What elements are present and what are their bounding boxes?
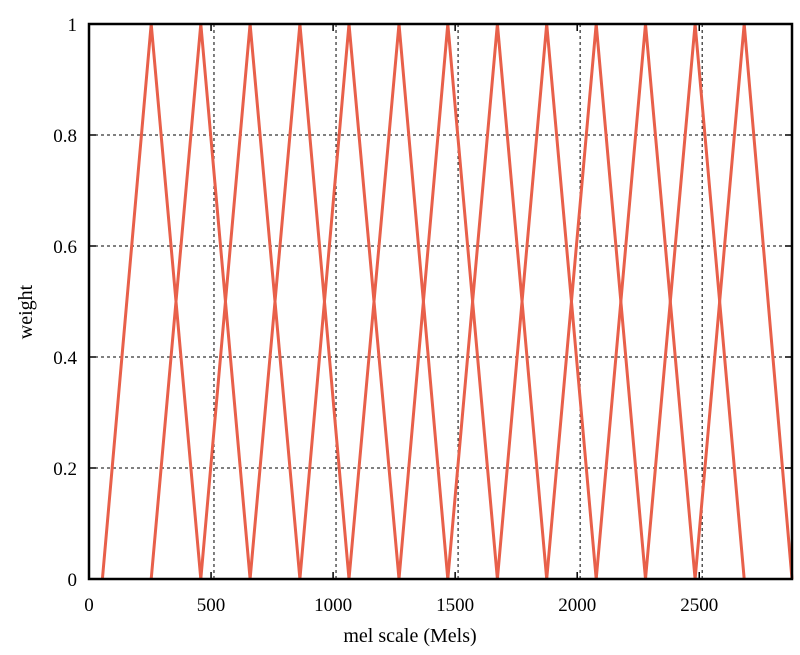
filter-10 (545, 23, 647, 580)
x-tick-label-5: 2500 (680, 595, 718, 616)
filter-12 (644, 23, 746, 580)
y-axis-title: weight (15, 284, 37, 339)
x-tick-label-4: 2000 (558, 595, 596, 616)
filter-triangles (100, 23, 794, 580)
y-tick-label-5: 1 (68, 15, 78, 36)
x-tick-label-2: 1000 (314, 595, 352, 616)
filter-8 (446, 23, 549, 580)
x-tick-label-3: 1500 (436, 595, 474, 616)
filter-1 (100, 23, 203, 580)
y-tick-label-1: 0.2 (53, 459, 77, 480)
x-tick-label-0: 0 (84, 595, 94, 616)
x-axis-title: mel scale (Mels) (343, 625, 476, 647)
y-tick-label-0: 0 (68, 570, 78, 591)
filter-5 (298, 23, 401, 580)
y-tick-label-4: 0.8 (53, 126, 77, 147)
filter-3 (199, 23, 302, 580)
filter-6 (347, 23, 450, 580)
filter-2 (149, 23, 252, 580)
y-tick-label-2: 0.4 (53, 348, 77, 369)
y-tick-label-3: 0.6 (53, 237, 77, 258)
axis-ticks: 0 500 1000 1500 2000 2500 0 0.2 0.4 0.6 0.8 1 (53, 15, 792, 616)
filter-7 (397, 23, 499, 580)
x-tick-label-1: 500 (197, 595, 226, 616)
filter-9 (495, 23, 598, 580)
filter-4 (248, 23, 351, 580)
filter-11 (594, 23, 697, 580)
plot-frame (87, 22, 794, 581)
filter-13 (693, 23, 794, 580)
